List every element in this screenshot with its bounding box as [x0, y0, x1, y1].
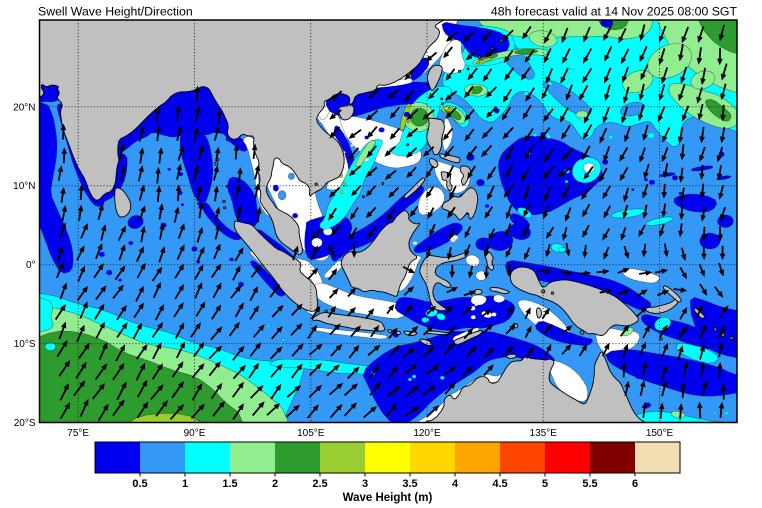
svg-text:90°E: 90°E: [184, 428, 206, 439]
svg-text:20°N: 20°N: [13, 102, 35, 113]
svg-text:75°E: 75°E: [67, 428, 89, 439]
svg-text:6: 6: [632, 478, 638, 490]
svg-text:2.5: 2.5: [312, 478, 327, 490]
svg-text:3.5: 3.5: [402, 478, 417, 490]
svg-text:5.5: 5.5: [582, 478, 597, 490]
svg-text:3: 3: [362, 478, 368, 490]
svg-text:2: 2: [272, 478, 278, 490]
svg-text:48h forecast valid at 14 Nov 2: 48h forecast valid at 14 Nov 2025 08:00 …: [491, 5, 738, 19]
svg-text:20°S: 20°S: [14, 418, 36, 429]
svg-text:135°E: 135°E: [530, 428, 558, 439]
svg-text:5: 5: [542, 478, 548, 490]
svg-text:120°E: 120°E: [413, 428, 441, 439]
svg-text:Swell Wave Height/Direction: Swell Wave Height/Direction: [38, 5, 193, 19]
svg-text:0.5: 0.5: [132, 478, 147, 490]
svg-text:Wave Height (m): Wave Height (m): [343, 492, 433, 504]
svg-text:150°E: 150°E: [646, 428, 674, 439]
svg-text:4.5: 4.5: [492, 478, 507, 490]
svg-text:1: 1: [182, 478, 188, 490]
svg-text:10°S: 10°S: [14, 339, 36, 350]
svg-text:0°: 0°: [26, 260, 36, 271]
svg-text:4: 4: [452, 478, 459, 490]
svg-text:105°E: 105°E: [297, 428, 325, 439]
svg-text:1.5: 1.5: [222, 478, 237, 490]
svg-text:10°N: 10°N: [13, 181, 35, 192]
